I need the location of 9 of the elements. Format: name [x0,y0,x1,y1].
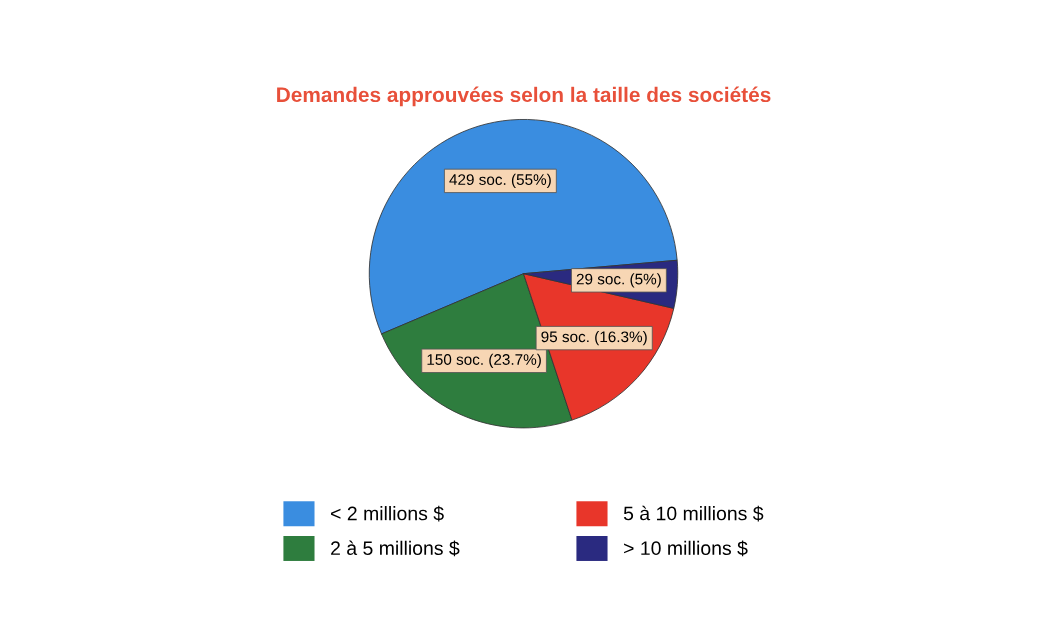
data-label: 95 soc. (16.3%) [541,330,647,346]
data-label: 29 soc. (5%) [576,273,661,288]
chart-title: Demandes approuvées selon la taille des sociétés [277,86,771,107]
legend-label: 5 à 10 millions $ [623,505,764,522]
data-label: 150 soc. (23.7%) [427,353,541,368]
legend-label: < 2 millions $ [331,505,444,522]
legend-label: 2 à 5 millions $ [331,540,460,557]
data-label: 429 soc. (55%) [449,173,551,188]
legend-label: > 10 millions $ [624,540,748,557]
